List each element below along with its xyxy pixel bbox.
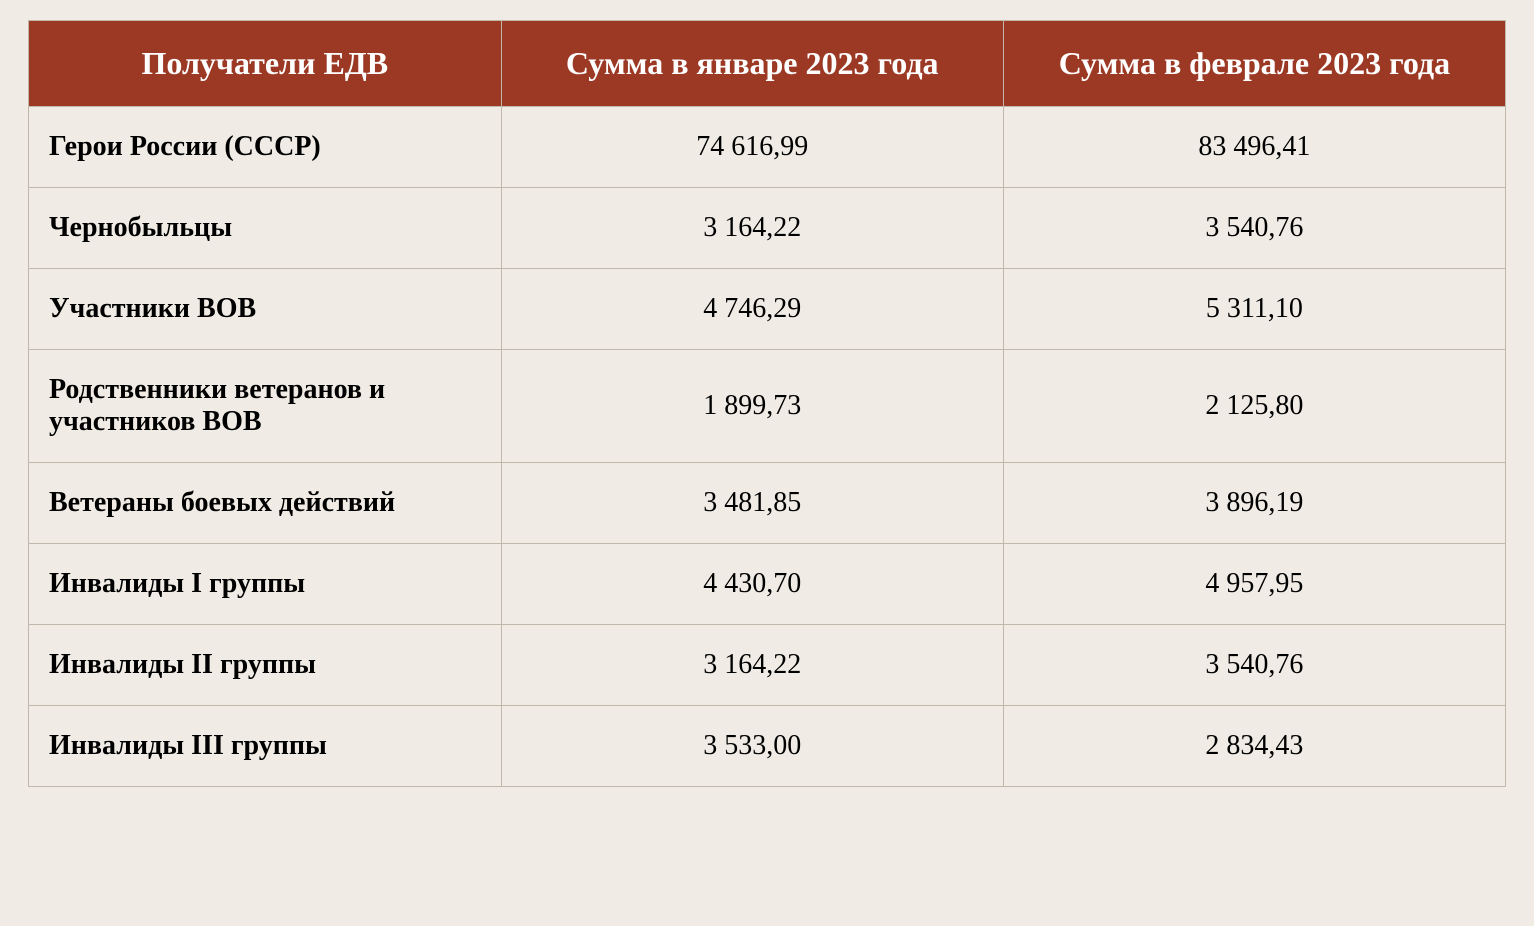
cell-recipient: Чернобыльцы [29, 188, 502, 269]
cell-january: 3 533,00 [501, 706, 1003, 787]
edv-table: Получатели ЕДВ Сумма в январе 2023 года … [28, 20, 1506, 787]
cell-january: 4 746,29 [501, 269, 1003, 350]
column-header-recipients: Получатели ЕДВ [29, 21, 502, 107]
table-row: Инвалиды II группы 3 164,22 3 540,76 [29, 625, 1506, 706]
cell-recipient: Инвалиды I группы [29, 544, 502, 625]
cell-february: 5 311,10 [1003, 269, 1505, 350]
table-row: Инвалиды III группы 3 533,00 2 834,43 [29, 706, 1506, 787]
cell-recipient: Участники ВОВ [29, 269, 502, 350]
table-row: Родственники ветеранов и участников ВОВ … [29, 350, 1506, 463]
table-row: Инвалиды I группы 4 430,70 4 957,95 [29, 544, 1506, 625]
cell-february: 2 834,43 [1003, 706, 1505, 787]
cell-february: 83 496,41 [1003, 107, 1505, 188]
column-header-february: Сумма в феврале 2023 года [1003, 21, 1505, 107]
cell-recipient: Инвалиды III группы [29, 706, 502, 787]
cell-february: 2 125,80 [1003, 350, 1505, 463]
cell-january: 4 430,70 [501, 544, 1003, 625]
cell-february: 3 540,76 [1003, 188, 1505, 269]
cell-recipient: Ветераны боевых действий [29, 463, 502, 544]
cell-february: 3 896,19 [1003, 463, 1505, 544]
cell-recipient: Герои России (СССР) [29, 107, 502, 188]
cell-january: 3 164,22 [501, 625, 1003, 706]
table-row: Чернобыльцы 3 164,22 3 540,76 [29, 188, 1506, 269]
cell-recipient: Родственники ветеранов и участников ВОВ [29, 350, 502, 463]
cell-january: 74 616,99 [501, 107, 1003, 188]
column-header-january: Сумма в январе 2023 года [501, 21, 1003, 107]
table-row: Герои России (СССР) 74 616,99 83 496,41 [29, 107, 1506, 188]
table-row: Участники ВОВ 4 746,29 5 311,10 [29, 269, 1506, 350]
cell-january: 3 164,22 [501, 188, 1003, 269]
cell-february: 3 540,76 [1003, 625, 1505, 706]
table-row: Ветераны боевых действий 3 481,85 3 896,… [29, 463, 1506, 544]
cell-recipient: Инвалиды II группы [29, 625, 502, 706]
table-header-row: Получатели ЕДВ Сумма в январе 2023 года … [29, 21, 1506, 107]
cell-february: 4 957,95 [1003, 544, 1505, 625]
cell-january: 1 899,73 [501, 350, 1003, 463]
cell-january: 3 481,85 [501, 463, 1003, 544]
